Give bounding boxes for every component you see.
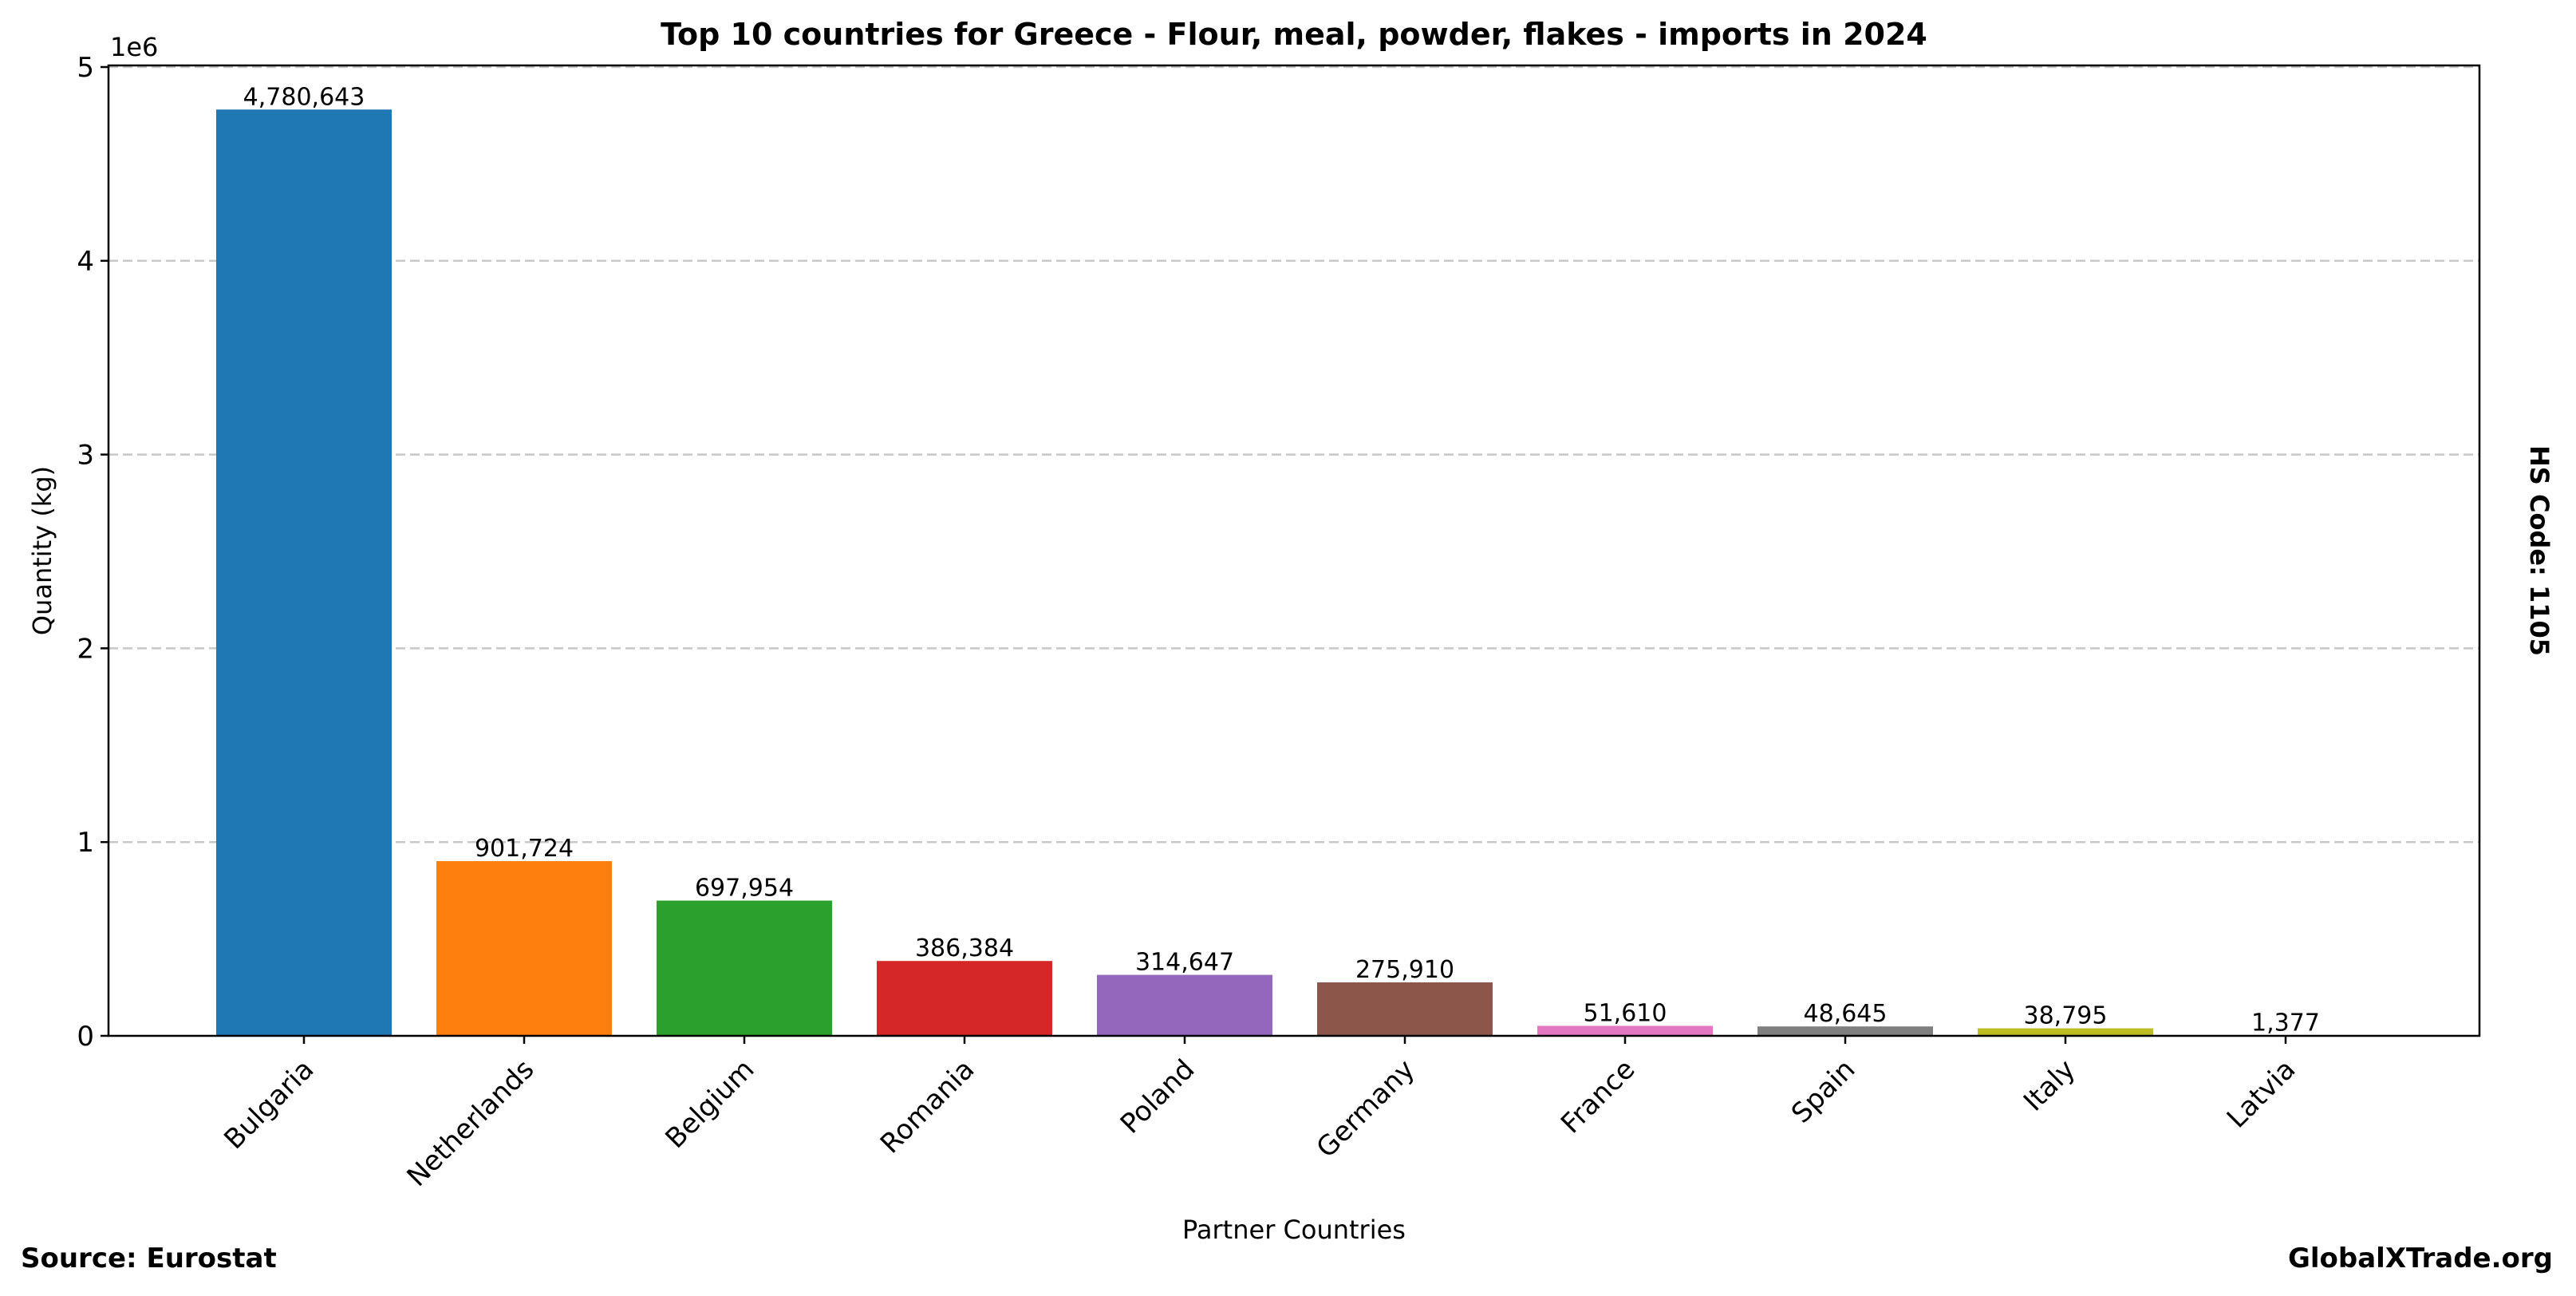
x-tick-label: Latvia (2221, 1053, 2302, 1134)
x-tick-label: Poland (1114, 1053, 1201, 1140)
value-label: 51,610 (1584, 999, 1667, 1027)
value-label: 38,795 (2024, 1002, 2108, 1030)
y-tick-label: 2 (77, 633, 94, 665)
bars (216, 109, 2373, 1036)
x-tick-label: Italy (2018, 1053, 2081, 1117)
bar-france (1537, 1025, 1713, 1036)
value-label: 697,954 (695, 875, 794, 903)
x-tick-label: Romania (874, 1053, 980, 1160)
y-tick-label: 0 (77, 1021, 94, 1053)
value-label: 386,384 (915, 934, 1014, 962)
x-ticks: Bulgaria Netherlands Belgium Romania Poland G… (218, 1036, 2302, 1193)
grid-lines (108, 65, 2479, 844)
value-label: 1,377 (2251, 1010, 2320, 1037)
y-tick-label: 4 (77, 246, 94, 278)
hs-code-label: HS Code: 1105 (2524, 445, 2554, 656)
y-tick-label: 3 (77, 440, 94, 472)
value-label: 48,645 (1804, 1000, 1888, 1028)
plot-frame (107, 64, 2481, 1037)
value-label: 275,910 (1355, 956, 1454, 984)
value-labels: 4,780,643 901,724 697,954 386,384 314,647 275… (243, 83, 2320, 1037)
bar-bulgaria (216, 109, 392, 1036)
x-tick-label: Bulgaria (218, 1053, 320, 1156)
y-ticks: 0 1 2 3 4 5 (77, 52, 108, 1053)
bar-netherlands (436, 861, 612, 1036)
y-tick-label: 5 (77, 52, 94, 84)
x-axis-label: Partner Countries (1182, 1215, 1406, 1245)
bar-italy (1978, 1028, 2153, 1036)
bar-germany (1317, 982, 1493, 1036)
y-tick-label: 1 (77, 827, 94, 859)
x-tick-label: Germany (1311, 1053, 1422, 1164)
value-label: 314,647 (1135, 949, 1234, 977)
y-axis-label: Quantity (kg) (27, 466, 57, 635)
bar-romania (877, 961, 1052, 1036)
brand-label: GlobalXTrade.org (2288, 1243, 2553, 1274)
x-tick-label: Netherlands (401, 1053, 541, 1193)
value-label: 4,780,643 (243, 83, 365, 111)
y-offset-label: 1e6 (110, 32, 158, 62)
value-label: 901,724 (475, 835, 574, 863)
x-tick-label: Belgium (660, 1053, 761, 1155)
source-label: Source: Eurostat (21, 1243, 277, 1274)
bar-belgium (657, 900, 832, 1036)
bar-poland (1097, 974, 1272, 1036)
chart-title: Top 10 countries for Greece - Flour, mea… (661, 17, 1927, 52)
x-tick-label: France (1555, 1053, 1641, 1140)
bar-spain (1757, 1026, 1933, 1036)
x-tick-label: Spain (1785, 1053, 1861, 1129)
